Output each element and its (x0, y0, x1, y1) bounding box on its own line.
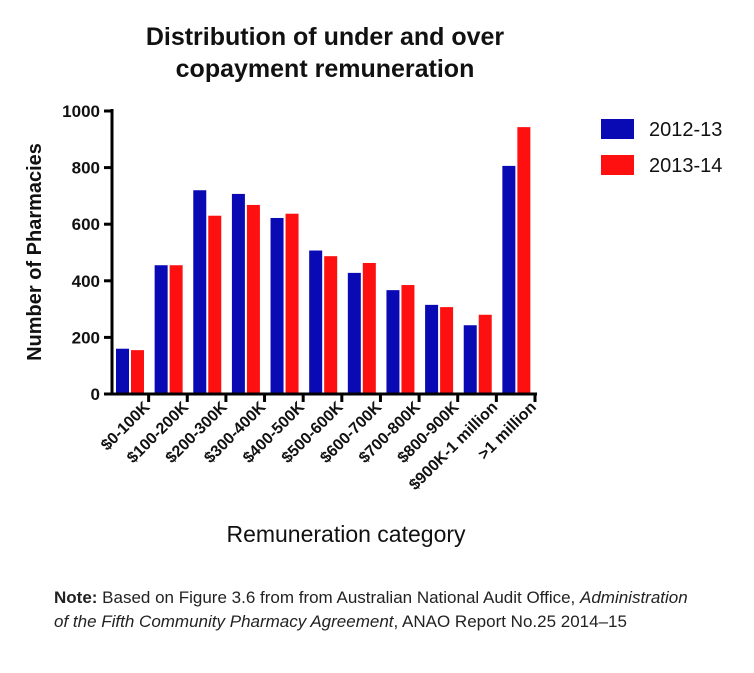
bar-2013-14-7 (401, 285, 415, 394)
bar-2012-13-3 (231, 193, 245, 394)
bar-2012-13-7 (386, 290, 400, 394)
chart-title-line1: Distribution of under and over (146, 23, 505, 51)
x-axis-label: Remuneration category (226, 521, 466, 547)
bar-2013-14-10 (517, 127, 531, 395)
plot-area: 02004006008001000$0-100K$100-200K$200-30… (62, 102, 540, 494)
bar-2013-14-4 (285, 213, 299, 394)
bar-2013-14-5 (324, 256, 338, 394)
bar-2012-13-9 (463, 325, 477, 394)
note-publication-title: Administration of the Fifth Community Ph… (54, 588, 688, 631)
bar-2012-13-4 (270, 217, 284, 394)
bar-2012-13-8 (425, 304, 439, 394)
legend-label-2012-13: 2012-13 (649, 119, 722, 141)
y-tick-label-800: 800 (72, 159, 100, 178)
note-label: Note: (54, 588, 98, 607)
bar-2013-14-9 (478, 314, 492, 394)
legend: 2012-13 2013-14 (601, 119, 722, 177)
bar-2013-14-1 (169, 265, 183, 394)
bar-2012-13-0 (116, 348, 129, 394)
y-axis-label: Number of Pharmacies (24, 143, 46, 361)
legend-label-2013-14: 2013-14 (649, 155, 722, 177)
bar-2012-13-1 (154, 265, 168, 394)
bar-2012-13-2 (193, 190, 207, 394)
y-tick-label-200: 200 (72, 328, 100, 347)
chart-title-line2: copayment remuneration (176, 55, 475, 83)
bar-2013-14-6 (362, 262, 376, 394)
bar-chart: Distribution of under and over copayment… (24, 23, 722, 547)
bar-2012-13-6 (347, 272, 361, 394)
y-tick-label-0: 0 (91, 385, 100, 404)
bar-2013-14-3 (246, 204, 260, 394)
legend-swatch-2013-14 (601, 155, 634, 175)
bar-2013-14-8 (440, 307, 454, 394)
y-tick-label-600: 600 (72, 215, 100, 234)
y-tick-label-1000: 1000 (62, 102, 100, 121)
bar-2012-13-10 (502, 165, 516, 394)
y-tick-label-400: 400 (72, 272, 100, 291)
bar-2013-14-0 (131, 350, 144, 394)
note-text-2: , ANAO Report No.25 2014–15 (393, 612, 627, 631)
bar-2012-13-5 (309, 250, 323, 394)
legend-swatch-2012-13 (601, 119, 634, 139)
bar-2013-14-2 (208, 215, 222, 394)
note-text-1: Based on Figure 3.6 from from Australian… (97, 588, 580, 607)
source-note: Note: Based on Figure 3.6 from from Aust… (54, 586, 694, 634)
